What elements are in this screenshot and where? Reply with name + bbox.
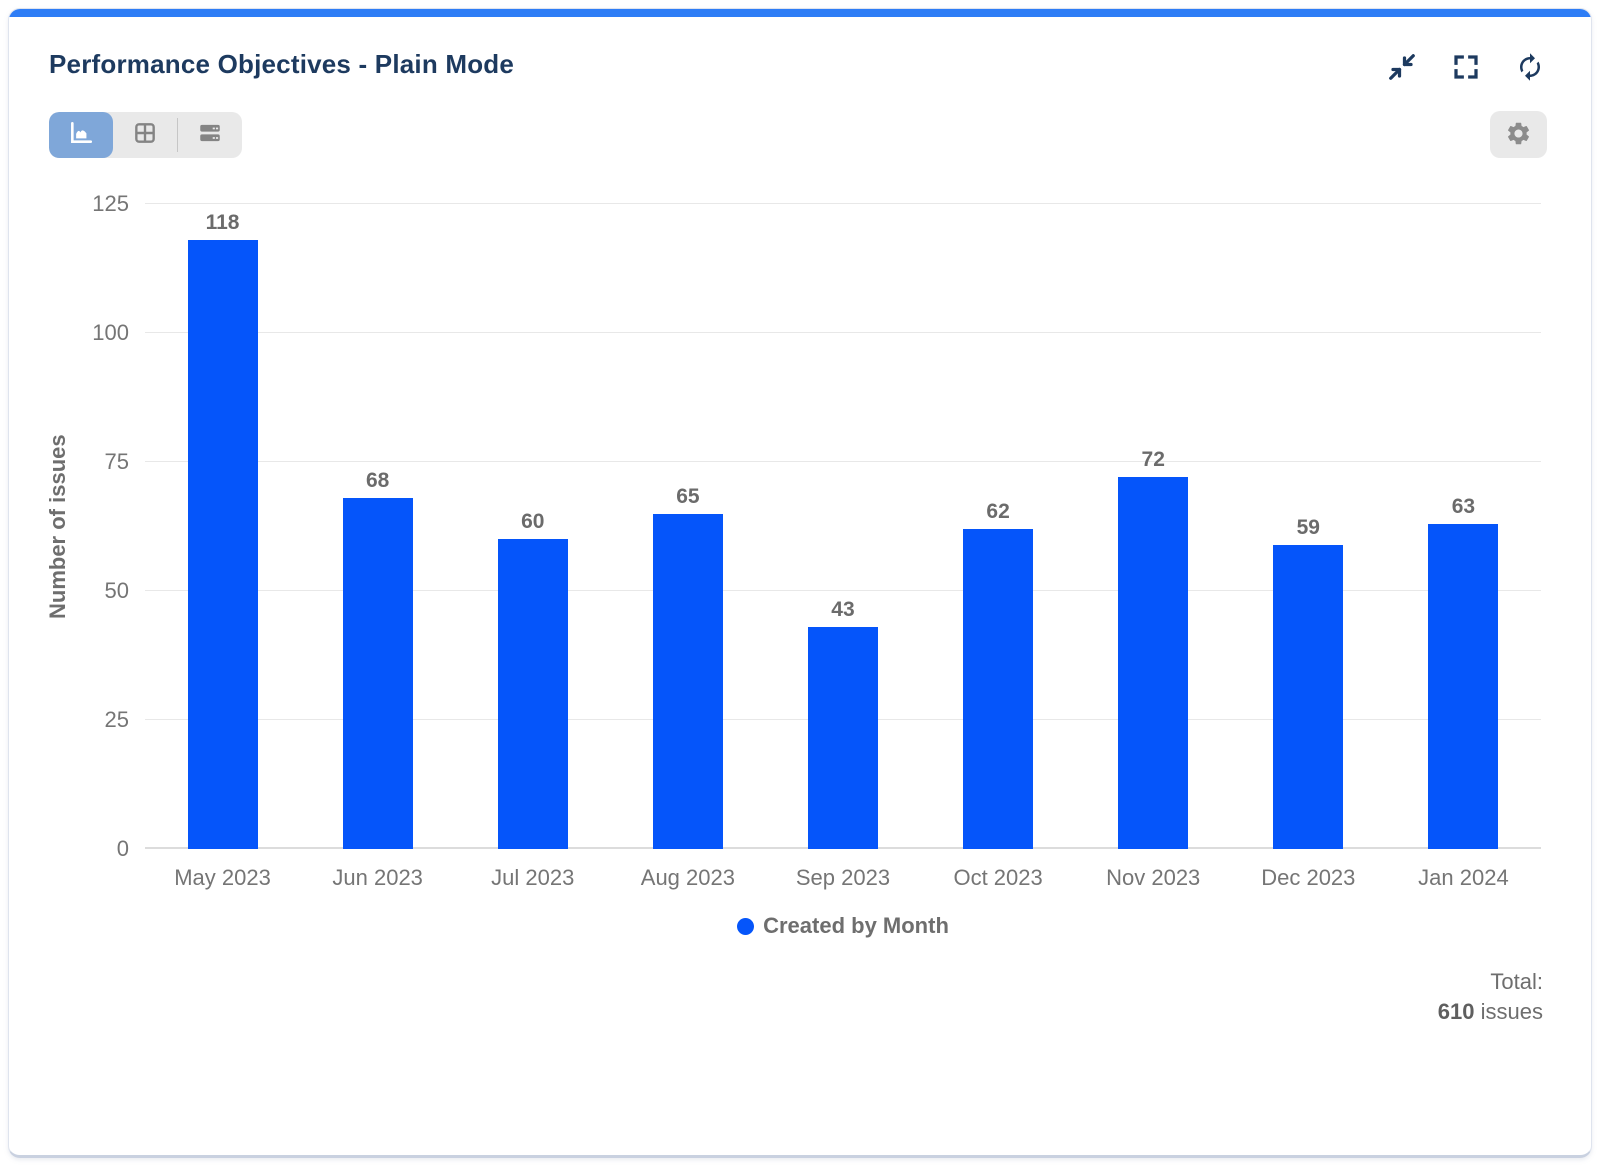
area-chart-icon xyxy=(68,120,94,149)
x-axis-label: Jun 2023 xyxy=(332,865,423,890)
bar-column: 60 xyxy=(455,204,610,849)
bar-value-label: 118 xyxy=(205,211,240,235)
table-grid-icon xyxy=(132,120,158,149)
y-tick-label: 50 xyxy=(104,578,129,603)
bar[interactable] xyxy=(652,513,723,849)
page-title: Performance Objectives - Plain Mode xyxy=(49,49,515,79)
card-header: Performance Objectives - Plain Mode xyxy=(9,17,1591,85)
view-toggle-group xyxy=(49,111,242,158)
x-axis-label: May 2023 xyxy=(174,865,271,890)
card-accent-bar xyxy=(9,9,1591,17)
bar-value-label: 43 xyxy=(831,598,855,622)
chart-view-button[interactable] xyxy=(49,111,113,158)
controls-row xyxy=(9,111,1591,158)
fullscreen-button[interactable] xyxy=(1449,51,1483,85)
dashboard-gadget-card: Performance Objectives - Plain Mode xyxy=(8,8,1592,1158)
bar[interactable] xyxy=(807,627,878,849)
settings-button[interactable] xyxy=(1490,111,1547,158)
bar-column: 59 xyxy=(1231,204,1386,849)
x-axis-label: Jan 2024 xyxy=(1418,865,1509,890)
x-axis-label: Aug 2023 xyxy=(640,865,735,890)
bar[interactable] xyxy=(1428,523,1499,849)
bar-value-label: 63 xyxy=(1451,494,1476,518)
x-labels-row: May 2023 Jun 2023 Jul 2023 Aug 2023 Sep 2023… xyxy=(145,865,1541,891)
gridline xyxy=(145,461,1541,462)
gear-icon xyxy=(1505,120,1532,150)
bar[interactable] xyxy=(1118,477,1189,849)
collapse-icon xyxy=(1387,52,1417,85)
bar-chart: Number of issues 118 68 60 65 43 62 72 59 63 0 25… xyxy=(9,191,1591,939)
y-tick-label: 0 xyxy=(116,836,129,861)
y-tick-label: 125 xyxy=(92,191,129,216)
plot-area: 118 68 60 65 43 62 72 59 63 0 25 50 75 100 125 xyxy=(92,191,1541,861)
bar[interactable] xyxy=(963,529,1034,849)
y-axis-title: Number of issues xyxy=(45,434,70,619)
bar[interactable] xyxy=(187,240,258,849)
bars-row: 118 68 60 65 43 62 72 59 63 xyxy=(145,204,1541,849)
total-value: 610 xyxy=(1437,998,1475,1024)
bar[interactable] xyxy=(497,539,568,849)
bar-value-label: 65 xyxy=(676,484,700,508)
bar-column: 72 xyxy=(1076,204,1231,849)
bar-column: 68 xyxy=(300,204,455,849)
bar[interactable] xyxy=(1273,544,1344,849)
total-value-line: 610 issues xyxy=(9,997,1543,1027)
y-tick-label: 100 xyxy=(92,320,129,345)
bar-value-label: 59 xyxy=(1296,515,1320,539)
bar-value-label: 60 xyxy=(521,510,545,534)
bar-value-label: 72 xyxy=(1141,448,1165,472)
collapse-button[interactable] xyxy=(1385,51,1419,85)
x-axis-label: Nov 2023 xyxy=(1106,865,1201,890)
table-view-button[interactable] xyxy=(113,112,177,158)
bar[interactable] xyxy=(342,498,413,849)
plot-outer: 118 68 60 65 43 62 72 59 63 0 25 50 75 100 125 May 20… xyxy=(73,191,1541,939)
total-label: Total: xyxy=(1490,969,1543,994)
legend-label: Created by Month xyxy=(763,913,949,938)
legend-dot-icon xyxy=(737,917,755,935)
chart-legend: Created by Month xyxy=(145,913,1541,939)
bar-column: 63 xyxy=(1386,204,1541,849)
bar-column: 62 xyxy=(921,204,1076,849)
gridline xyxy=(145,203,1541,204)
refresh-button[interactable] xyxy=(1513,51,1547,85)
card-toolbar xyxy=(1385,51,1547,85)
total-summary: Total: 610 issues xyxy=(9,967,1591,1026)
y-tick-label: 75 xyxy=(104,449,129,474)
y-tick-label: 25 xyxy=(104,707,129,732)
total-unit: issues xyxy=(1474,998,1543,1024)
x-axis-label: Oct 2023 xyxy=(953,865,1043,890)
fullscreen-icon xyxy=(1451,52,1481,85)
bar-value-label: 68 xyxy=(365,469,390,493)
x-axis-label: Sep 2023 xyxy=(795,865,891,890)
bar-column: 43 xyxy=(765,204,920,849)
x-axis-label: Jul 2023 xyxy=(491,865,575,890)
rows-view-button[interactable] xyxy=(178,112,242,158)
bar-value-label: 62 xyxy=(986,500,1010,524)
stacked-rows-icon xyxy=(197,120,223,149)
bar-column: 65 xyxy=(610,204,765,849)
gridline xyxy=(145,332,1541,333)
refresh-icon xyxy=(1515,52,1545,85)
x-axis-label: Dec 2023 xyxy=(1261,865,1356,890)
toggle-divider xyxy=(177,117,178,152)
gridline xyxy=(145,590,1541,591)
bar-column: 118 xyxy=(145,204,300,849)
